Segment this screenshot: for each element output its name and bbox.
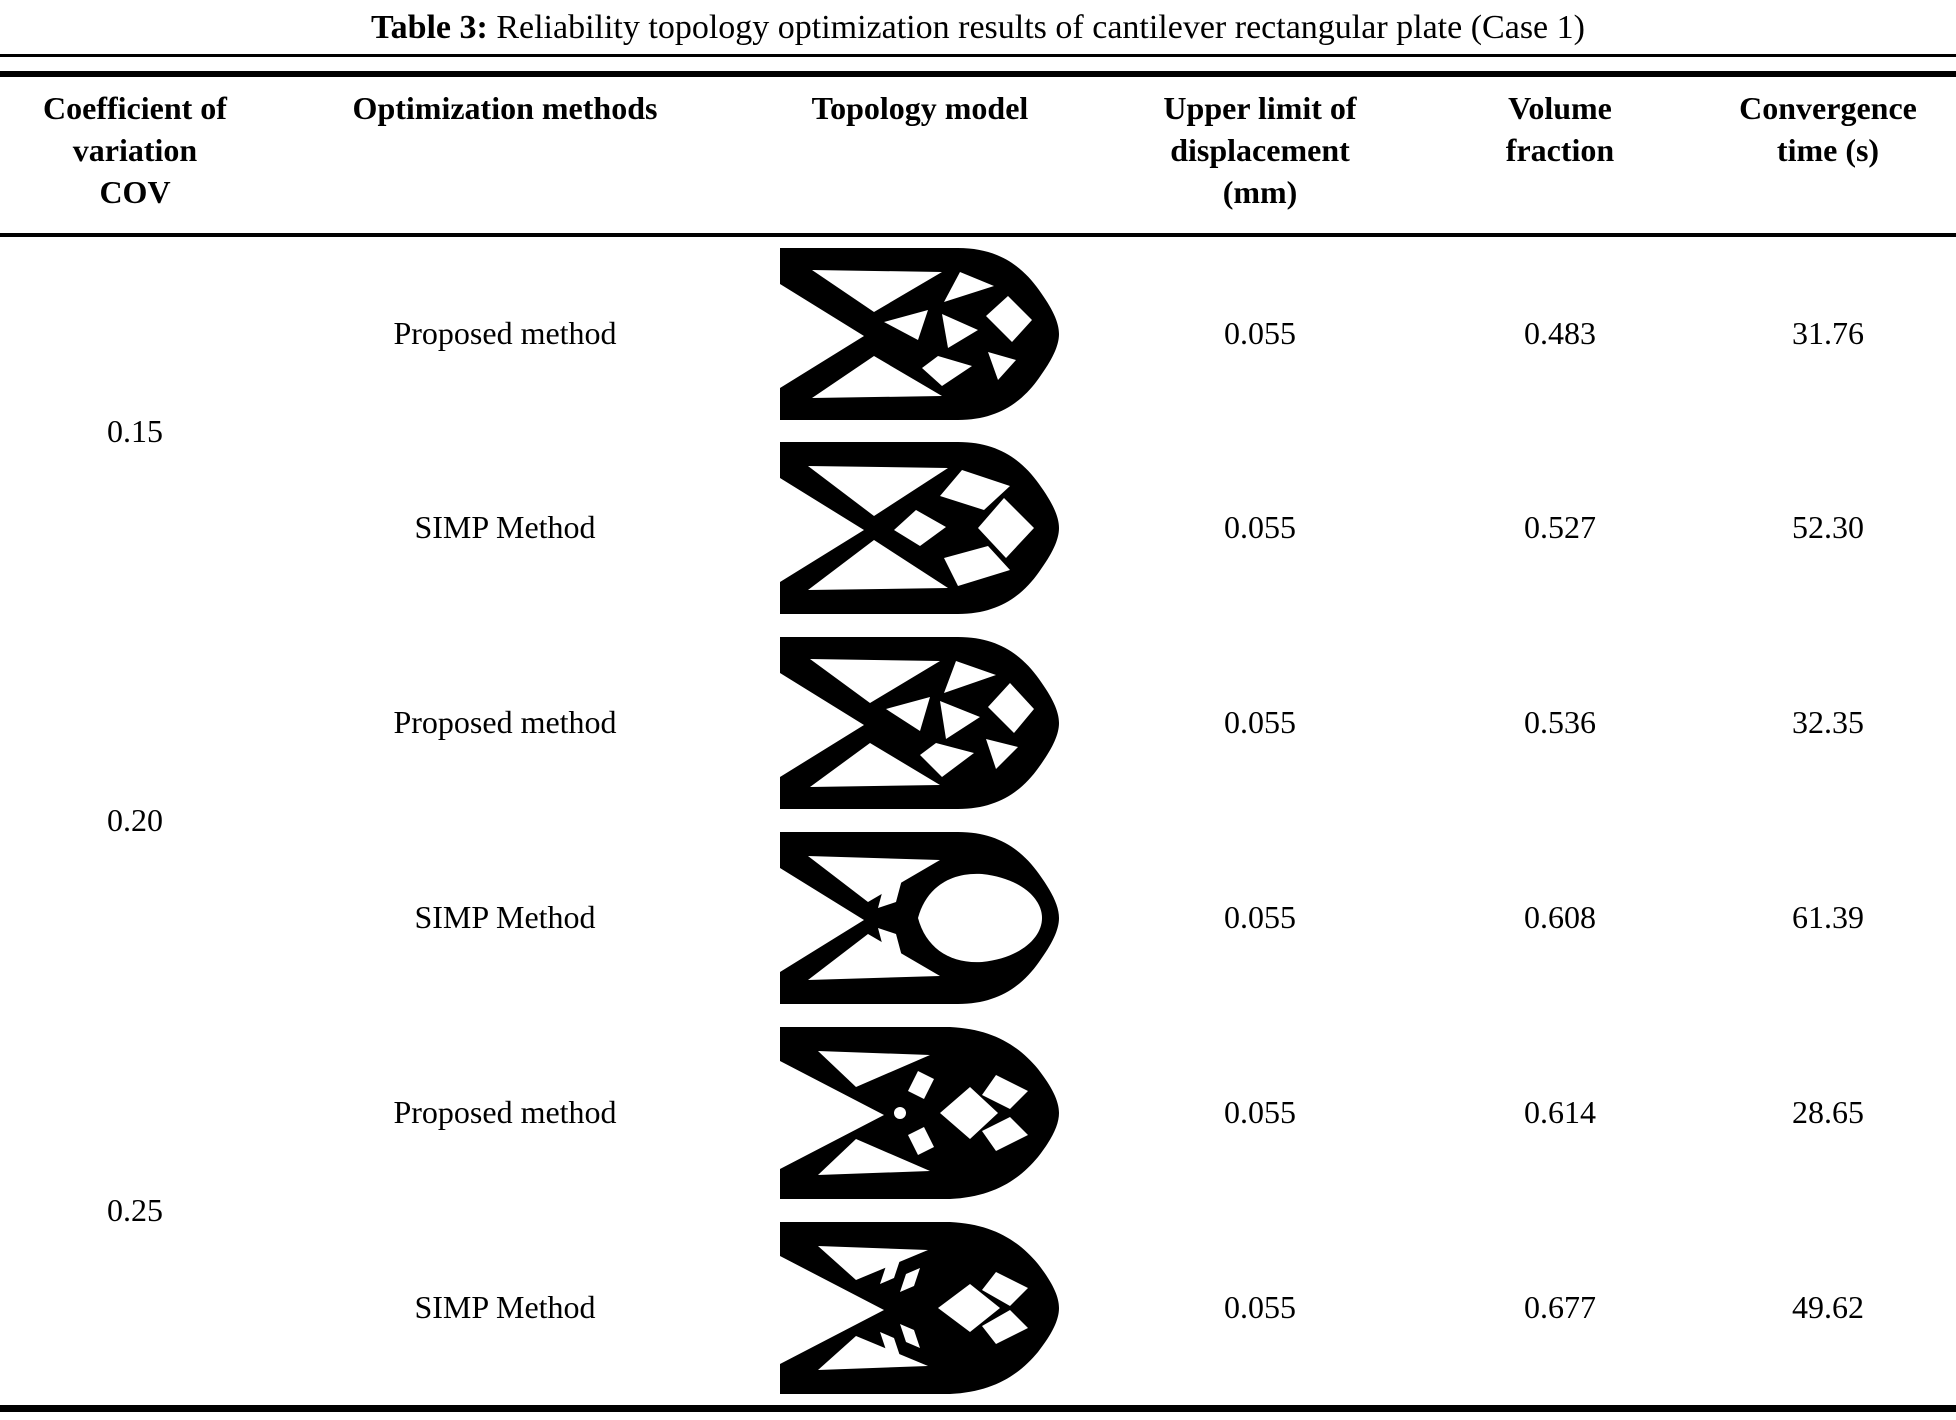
cell-convergence-time: 28.65: [1792, 1094, 1864, 1130]
cell-upper-limit: 0.055: [1224, 899, 1296, 935]
table-row: 0.15 Proposed method: [0, 235, 1956, 449]
cell-cov-015: 0.15: [107, 412, 163, 449]
topology-model-figure: [780, 1026, 1060, 1199]
cell-volume-fraction: 0.483: [1524, 315, 1596, 351]
header-convergence: Convergence time (s): [1700, 77, 1956, 237]
header-topology: Topology model: [740, 77, 1100, 237]
table-caption: Table 3: Reliability topology optimizati…: [0, 0, 1956, 54]
top-rule-gap: [0, 57, 1956, 71]
topology-figure-cov020-proposed: [780, 636, 1059, 809]
cell-method: SIMP Method: [414, 1289, 596, 1325]
top-rule-thin: [0, 54, 1956, 57]
cell-upper-limit: 0.055: [1224, 315, 1296, 351]
cell-volume-fraction: 0.608: [1524, 899, 1596, 935]
cell-convergence-time: 52.30: [1792, 509, 1864, 545]
topology-figure-cov025-simp: [780, 1221, 1059, 1394]
cell-topology: [740, 820, 1100, 1015]
cell-upper-limit: 0.055: [1224, 1289, 1296, 1325]
cell-cov-025: 0.25: [107, 1191, 163, 1228]
cell-topology: [740, 1015, 1100, 1210]
cell-topology: [740, 625, 1100, 820]
topology-figure-cov025-proposed: [780, 1026, 1059, 1199]
cell-upper-limit: 0.055: [1224, 704, 1296, 740]
topology-model-figure: [780, 441, 1060, 614]
cell-method: Proposed method: [393, 704, 617, 740]
header-volume: Volume fraction: [1420, 77, 1700, 237]
header-cov: Coefficient of variation COV: [0, 77, 270, 237]
topology-figure-cov015-simp: [780, 441, 1059, 614]
cell-volume-fraction: 0.677: [1524, 1289, 1596, 1325]
bottom-rule: [0, 1405, 1956, 1412]
results-table: Coefficient of variation COV Optimizatio…: [0, 77, 1956, 1405]
table-row: SIMP Method 0.055: [0, 430, 1956, 625]
cell-method: Proposed method: [393, 315, 617, 351]
top-rule-thick: [0, 71, 1956, 77]
topology-model-figure: [780, 1221, 1060, 1394]
cell-volume-fraction: 0.527: [1524, 509, 1596, 545]
cell-convergence-time: 32.35: [1792, 704, 1864, 740]
cell-volume-fraction: 0.614: [1524, 1094, 1596, 1130]
cell-convergence-time: 49.62: [1792, 1289, 1864, 1325]
cell-topology: [740, 235, 1100, 430]
topology-model-figure: [780, 831, 1060, 1004]
cell-convergence-time: 31.76: [1792, 315, 1864, 351]
topology-model-figure: [780, 636, 1060, 809]
cell-method: Proposed method: [393, 1094, 617, 1130]
topology-model-figure: [780, 247, 1060, 420]
cell-convergence-time: 61.39: [1792, 899, 1864, 935]
table-row: SIMP Method: [0, 1210, 1956, 1405]
table-caption-text: Reliability topology optimization result…: [496, 9, 1585, 46]
table-row: 0.20 Proposed method: [0, 625, 1956, 838]
table-caption-label: Table 3:: [371, 9, 488, 46]
table-row: SIMP Method 0.055 0.608: [0, 820, 1956, 1015]
header-upper-limit: Upper limit of displacement (mm): [1100, 77, 1420, 237]
cell-method: SIMP Method: [414, 899, 596, 935]
cell-upper-limit: 0.055: [1224, 509, 1296, 545]
cell-method: SIMP Method: [414, 509, 596, 545]
cell-cov-020: 0.20: [107, 801, 163, 838]
cell-topology: [740, 1210, 1100, 1405]
topology-figure-cov015-proposed: [780, 247, 1059, 420]
cell-volume-fraction: 0.536: [1524, 704, 1596, 740]
cell-topology: [740, 430, 1100, 625]
header-method: Optimization methods: [270, 77, 740, 237]
table-row: 0.25 Proposed method: [0, 1015, 1956, 1228]
cell-upper-limit: 0.055: [1224, 1094, 1296, 1130]
table-header: Coefficient of variation COV Optimizatio…: [0, 77, 1956, 237]
topology-figure-cov020-simp: [780, 831, 1059, 1004]
